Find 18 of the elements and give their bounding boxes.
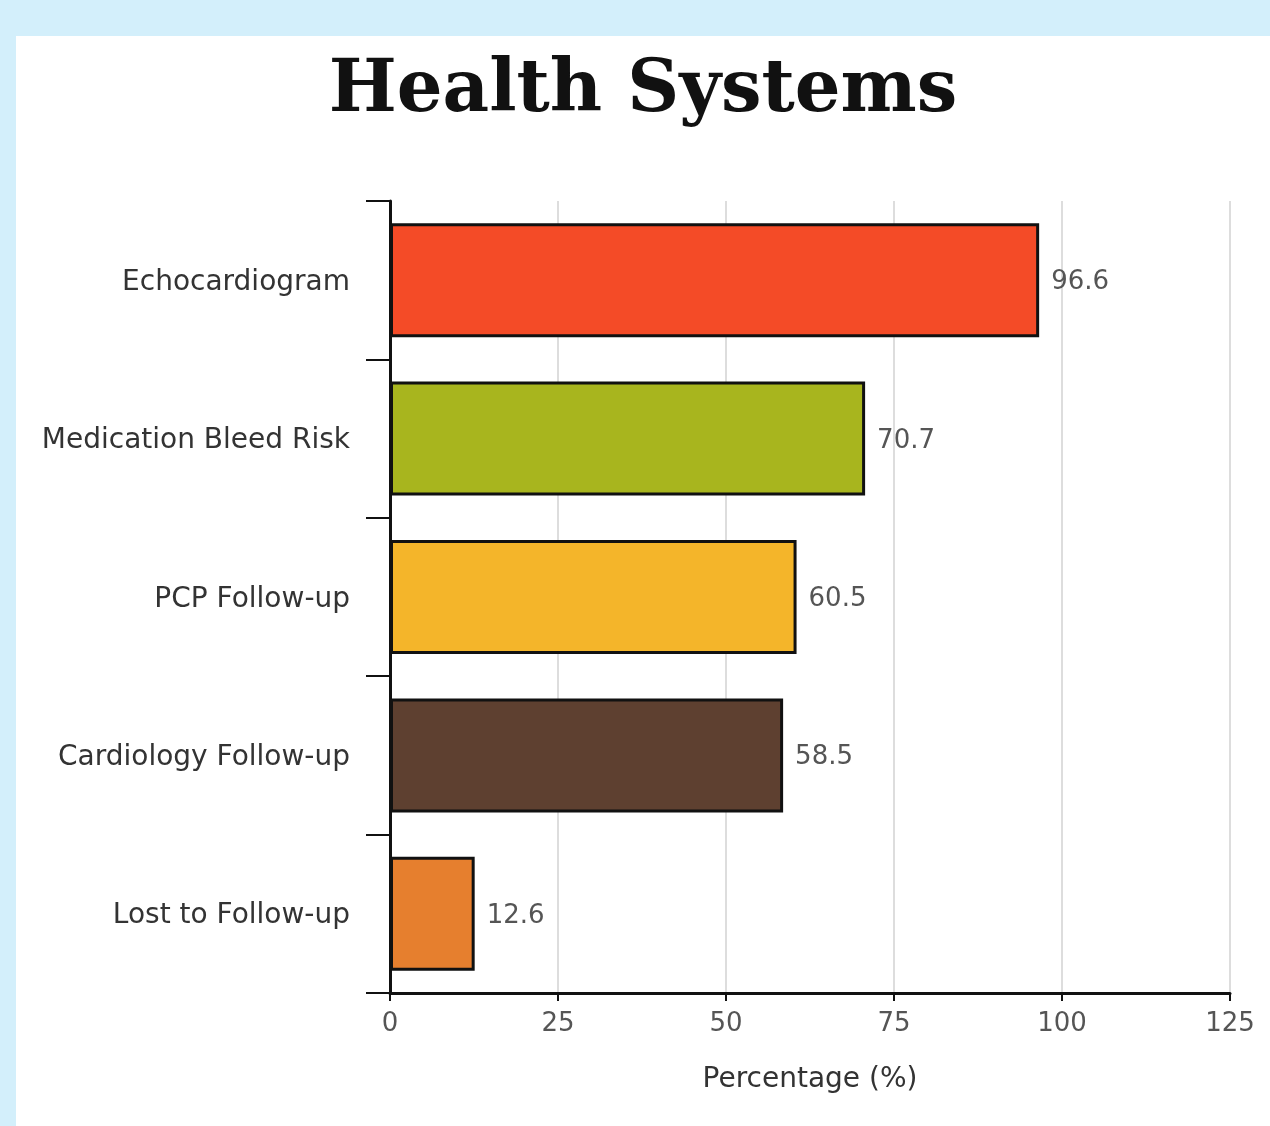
y-tick-label: Lost to Follow-up	[112, 897, 350, 931]
x-tick-label: 100	[1037, 1007, 1087, 1037]
y-tick-label: Cardiology Follow-up	[57, 738, 350, 772]
y-tick-label: PCP Follow-up	[154, 580, 350, 614]
x-tick-label: 0	[381, 1007, 399, 1037]
y-tick-label: Echocardiogram	[122, 263, 350, 297]
chart-title: Health Systems	[328, 42, 958, 128]
data-label: 12.6	[486, 898, 545, 929]
y-tick-label: Medication Bleed Risk	[41, 422, 351, 456]
data-label: 96.6	[1051, 265, 1110, 296]
data-label: 60.5	[808, 582, 867, 612]
x-tick-label: 125	[1205, 1007, 1255, 1037]
data-label: 58.5	[795, 740, 854, 771]
data-label: 70.7	[877, 423, 935, 454]
x-axis-title: Percentage (%)	[702, 1060, 918, 1094]
x-tick-label: 25	[541, 1007, 575, 1037]
x-tick-label: 75	[877, 1007, 911, 1037]
x-tick-label: 50	[709, 1007, 743, 1037]
